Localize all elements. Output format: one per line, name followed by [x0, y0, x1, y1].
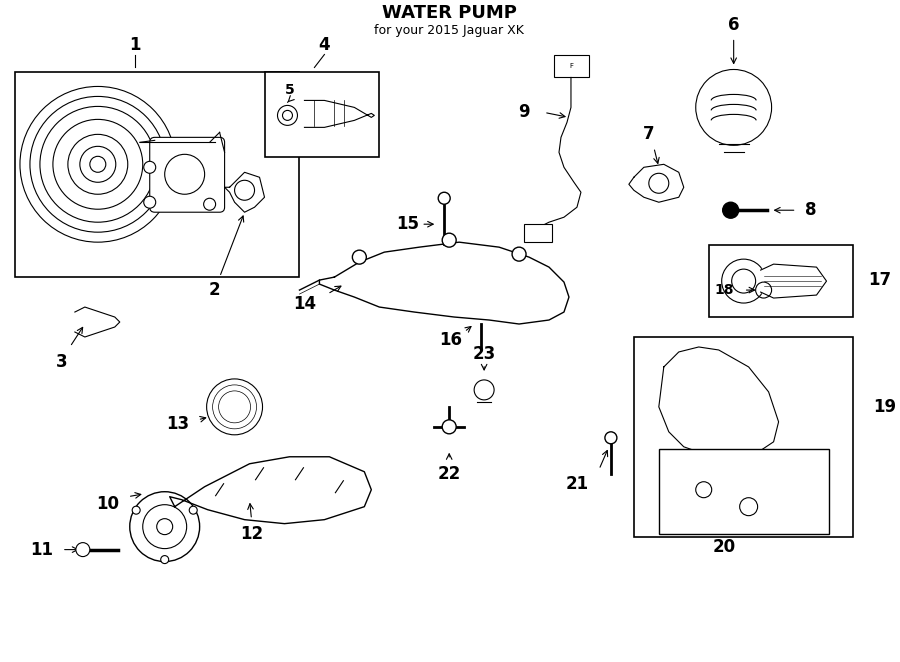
Text: 21: 21	[565, 475, 589, 493]
Circle shape	[442, 233, 456, 247]
Circle shape	[189, 506, 197, 514]
Text: 10: 10	[96, 495, 120, 512]
FancyBboxPatch shape	[149, 137, 225, 213]
Circle shape	[76, 543, 90, 557]
Text: 16: 16	[440, 331, 463, 349]
Text: 13: 13	[166, 415, 189, 433]
Bar	[659, 449, 829, 534]
Text: 2: 2	[209, 281, 220, 299]
Polygon shape	[659, 347, 778, 457]
Circle shape	[512, 247, 526, 261]
Bar	[15, 72, 300, 277]
Circle shape	[132, 506, 140, 514]
Bar	[554, 56, 589, 77]
Circle shape	[161, 555, 168, 563]
Polygon shape	[760, 264, 826, 298]
Text: 1: 1	[129, 36, 140, 54]
Circle shape	[605, 432, 617, 444]
Bar	[265, 72, 379, 158]
Text: 14: 14	[292, 295, 316, 313]
Text: 9: 9	[518, 103, 530, 121]
Text: 11: 11	[31, 541, 53, 559]
Text: 4: 4	[319, 36, 330, 54]
Text: 3: 3	[56, 353, 68, 371]
Bar	[708, 245, 853, 317]
Circle shape	[203, 198, 216, 211]
Circle shape	[144, 162, 156, 173]
Text: 6: 6	[728, 15, 740, 34]
Text: 7: 7	[643, 125, 654, 144]
Circle shape	[144, 196, 156, 209]
Bar	[524, 224, 552, 242]
Text: for your 2015 Jaguar XK: for your 2015 Jaguar XK	[374, 24, 524, 37]
Polygon shape	[320, 242, 569, 324]
Text: 22: 22	[437, 465, 461, 483]
Bar	[634, 337, 853, 537]
Circle shape	[353, 250, 366, 264]
Text: 8: 8	[805, 201, 816, 219]
Circle shape	[438, 192, 450, 205]
Polygon shape	[304, 101, 374, 127]
Text: 5: 5	[284, 83, 294, 97]
Text: 12: 12	[240, 524, 263, 543]
Text: 15: 15	[396, 215, 418, 233]
Text: 18: 18	[715, 283, 733, 297]
Circle shape	[442, 420, 456, 434]
Text: 20: 20	[712, 538, 735, 555]
Polygon shape	[170, 457, 372, 524]
Text: 19: 19	[873, 398, 896, 416]
Text: WATER PUMP: WATER PUMP	[382, 3, 517, 22]
Text: F: F	[569, 64, 573, 70]
Circle shape	[723, 202, 739, 218]
Circle shape	[157, 518, 173, 535]
Text: 17: 17	[868, 271, 892, 289]
Text: 23: 23	[472, 345, 496, 363]
